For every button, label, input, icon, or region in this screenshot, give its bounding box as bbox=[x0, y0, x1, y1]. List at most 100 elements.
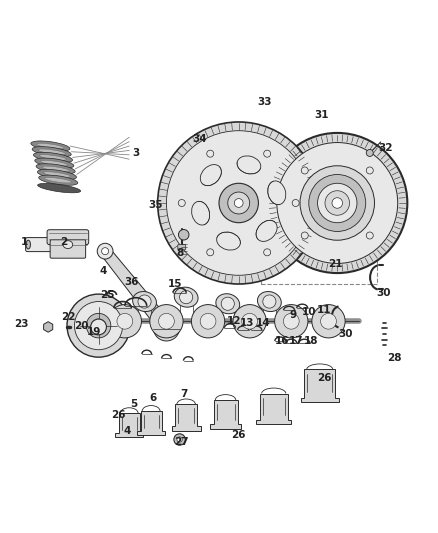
Circle shape bbox=[264, 249, 271, 256]
Ellipse shape bbox=[216, 294, 240, 314]
Circle shape bbox=[117, 313, 133, 329]
Text: 5: 5 bbox=[130, 399, 137, 409]
Text: 22: 22 bbox=[60, 312, 75, 322]
Circle shape bbox=[159, 313, 174, 329]
Polygon shape bbox=[44, 322, 53, 332]
Circle shape bbox=[234, 199, 243, 207]
Text: 8: 8 bbox=[176, 248, 183, 259]
Circle shape bbox=[97, 243, 113, 259]
Text: 35: 35 bbox=[148, 200, 163, 210]
Circle shape bbox=[283, 313, 299, 329]
Text: 23: 23 bbox=[14, 319, 28, 329]
FancyBboxPatch shape bbox=[47, 230, 88, 245]
Ellipse shape bbox=[32, 147, 71, 157]
Circle shape bbox=[158, 122, 320, 284]
Text: 27: 27 bbox=[174, 437, 189, 447]
Text: 25: 25 bbox=[100, 290, 115, 300]
Text: 34: 34 bbox=[192, 134, 207, 144]
Text: 21: 21 bbox=[328, 260, 343, 269]
Circle shape bbox=[200, 313, 216, 329]
Text: 13: 13 bbox=[240, 318, 255, 328]
Circle shape bbox=[366, 232, 373, 239]
Text: 3: 3 bbox=[132, 148, 139, 158]
Text: 33: 33 bbox=[258, 97, 272, 107]
Ellipse shape bbox=[37, 143, 64, 149]
Circle shape bbox=[318, 183, 357, 223]
Circle shape bbox=[191, 304, 225, 338]
Ellipse shape bbox=[38, 183, 81, 193]
Polygon shape bbox=[100, 249, 174, 330]
Ellipse shape bbox=[37, 169, 77, 180]
Text: 14: 14 bbox=[255, 318, 270, 328]
Circle shape bbox=[263, 295, 276, 308]
Circle shape bbox=[366, 167, 373, 174]
Text: 12: 12 bbox=[227, 316, 242, 326]
FancyBboxPatch shape bbox=[25, 238, 53, 252]
Text: 19: 19 bbox=[87, 327, 101, 337]
Text: 4: 4 bbox=[99, 266, 106, 276]
Circle shape bbox=[301, 232, 308, 239]
Circle shape bbox=[228, 192, 250, 214]
Text: 30: 30 bbox=[339, 329, 353, 340]
Ellipse shape bbox=[33, 152, 73, 163]
Text: 6: 6 bbox=[150, 393, 157, 403]
Circle shape bbox=[108, 304, 141, 338]
Circle shape bbox=[178, 230, 189, 240]
Text: 9: 9 bbox=[290, 310, 297, 320]
Circle shape bbox=[264, 150, 271, 157]
Text: 30: 30 bbox=[376, 288, 391, 298]
Circle shape bbox=[161, 322, 172, 333]
Circle shape bbox=[277, 142, 398, 263]
Text: 26: 26 bbox=[111, 410, 126, 421]
Circle shape bbox=[138, 295, 151, 308]
Circle shape bbox=[321, 313, 336, 329]
Text: 20: 20 bbox=[74, 321, 88, 330]
Circle shape bbox=[267, 133, 407, 273]
Ellipse shape bbox=[63, 241, 73, 248]
Ellipse shape bbox=[42, 166, 69, 172]
Circle shape bbox=[300, 166, 374, 240]
Ellipse shape bbox=[41, 160, 68, 166]
Text: 32: 32 bbox=[378, 143, 393, 154]
Ellipse shape bbox=[39, 175, 78, 185]
Ellipse shape bbox=[38, 149, 65, 155]
Circle shape bbox=[67, 294, 130, 357]
Text: 16: 16 bbox=[275, 336, 290, 346]
Ellipse shape bbox=[237, 156, 261, 174]
Ellipse shape bbox=[174, 287, 198, 307]
Text: 10: 10 bbox=[301, 308, 316, 318]
Ellipse shape bbox=[45, 177, 72, 183]
Bar bbox=[261, 201, 377, 284]
Text: 31: 31 bbox=[314, 110, 329, 120]
Ellipse shape bbox=[133, 292, 156, 312]
Text: 18: 18 bbox=[304, 336, 318, 346]
Ellipse shape bbox=[200, 165, 221, 185]
Circle shape bbox=[332, 198, 343, 208]
Circle shape bbox=[178, 199, 185, 206]
Circle shape bbox=[301, 167, 308, 174]
Circle shape bbox=[325, 191, 350, 215]
Circle shape bbox=[177, 437, 182, 442]
Circle shape bbox=[74, 302, 123, 350]
Text: 28: 28 bbox=[387, 353, 402, 364]
Text: 26: 26 bbox=[317, 373, 332, 383]
Circle shape bbox=[102, 248, 109, 255]
Circle shape bbox=[221, 297, 234, 310]
Polygon shape bbox=[210, 400, 241, 429]
Text: 1: 1 bbox=[21, 237, 28, 247]
Ellipse shape bbox=[217, 232, 240, 250]
Circle shape bbox=[150, 304, 183, 338]
Ellipse shape bbox=[268, 181, 286, 205]
Circle shape bbox=[309, 174, 366, 231]
Circle shape bbox=[91, 319, 106, 335]
Text: 17: 17 bbox=[288, 336, 303, 346]
Polygon shape bbox=[172, 405, 201, 431]
Circle shape bbox=[242, 313, 258, 329]
Circle shape bbox=[207, 150, 214, 157]
Circle shape bbox=[366, 149, 373, 157]
Ellipse shape bbox=[35, 158, 74, 168]
Circle shape bbox=[166, 131, 311, 275]
Text: 26: 26 bbox=[231, 430, 246, 440]
Ellipse shape bbox=[191, 201, 210, 225]
Polygon shape bbox=[115, 413, 143, 437]
